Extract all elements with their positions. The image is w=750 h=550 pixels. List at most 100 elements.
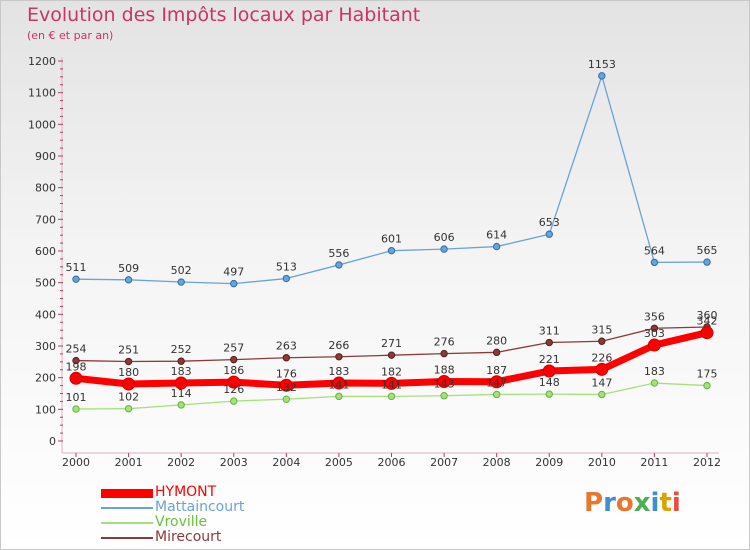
data-point-vroville [598, 390, 606, 399]
data-label-mattaincourt: 653 [539, 216, 560, 229]
data-point-hymont [700, 326, 714, 340]
x-tick-label: 2004 [272, 456, 300, 469]
data-point-mirecourt [72, 356, 80, 365]
y-tick-label: 600 [35, 245, 56, 258]
y-tick-label: 500 [35, 277, 56, 290]
data-point-mattaincourt [335, 261, 343, 269]
y-tick-label: 300 [35, 340, 56, 353]
x-tick-label: 2003 [220, 456, 248, 469]
data-point-vroville [124, 405, 133, 413]
data-point-vroville [703, 381, 711, 390]
data-label-hymont: 221 [539, 353, 560, 366]
data-label-hymont: 342 [697, 315, 718, 328]
data-label-vroville: 175 [697, 368, 718, 381]
data-point-hymont [332, 376, 346, 390]
data-point-vroville [282, 395, 291, 403]
data-label-hymont: 186 [223, 364, 244, 377]
data-label-mirecourt: 251 [118, 344, 139, 357]
y-tick-label: 1100 [28, 87, 56, 100]
data-label-vroville: 148 [539, 376, 560, 389]
data-label-mattaincourt: 606 [434, 231, 455, 244]
data-point-mirecourt [335, 353, 343, 361]
data-point-mirecourt [230, 355, 238, 364]
data-label-mirecourt: 263 [276, 340, 297, 353]
data-label-vroville: 183 [644, 365, 665, 378]
data-point-mirecourt [282, 354, 291, 362]
data-point-mattaincourt [387, 246, 396, 255]
x-tick-label: 2000 [62, 456, 90, 469]
data-label-hymont: 183 [328, 365, 349, 378]
data-point-vroville [650, 379, 659, 387]
data-point-mattaincourt [650, 258, 659, 267]
data-point-mirecourt [124, 357, 133, 366]
data-point-mirecourt [177, 357, 185, 365]
data-label-vroville: 143 [434, 378, 455, 391]
data-point-vroville [335, 392, 343, 401]
legend-label: HYMONT [155, 484, 217, 500]
data-label-hymont: 198 [66, 360, 87, 373]
data-point-hymont [227, 375, 241, 389]
y-tick-label: 1200 [28, 55, 56, 68]
data-point-vroville [440, 392, 448, 400]
data-label-mattaincourt: 497 [223, 266, 244, 279]
data-label-hymont: 303 [644, 327, 665, 340]
data-label-mattaincourt: 601 [381, 233, 402, 246]
data-point-mattaincourt [598, 72, 606, 80]
data-point-mirecourt [387, 351, 396, 359]
data-point-vroville [230, 397, 238, 405]
data-point-mattaincourt [492, 242, 501, 251]
legend-label: Vroville [155, 514, 208, 530]
data-point-vroville [387, 392, 396, 401]
data-label-mirecourt: 266 [328, 339, 349, 352]
x-tick-label: 2012 [693, 456, 721, 469]
data-point-mirecourt [650, 324, 659, 332]
data-point-hymont [174, 376, 188, 390]
data-point-mattaincourt [703, 258, 711, 266]
data-label-mattaincourt: 1153 [588, 58, 616, 71]
data-label-mirecourt: 254 [66, 343, 87, 356]
x-tick-label: 2001 [115, 456, 143, 469]
data-label-hymont: 180 [118, 366, 139, 379]
data-point-mattaincourt [177, 278, 185, 286]
data-label-mirecourt: 276 [434, 336, 455, 349]
data-label-mattaincourt: 614 [486, 229, 507, 242]
data-label-mirecourt: 356 [644, 310, 665, 323]
legend-swatch [101, 488, 153, 498]
data-label-vroville: 114 [171, 387, 192, 400]
data-point-vroville [545, 390, 553, 398]
data-point-mattaincourt [282, 274, 291, 283]
data-point-mirecourt [598, 337, 606, 345]
data-label-hymont: 176 [276, 367, 297, 380]
data-label-mirecourt: 280 [486, 334, 507, 347]
data-point-mirecourt [440, 349, 448, 358]
x-tick-label: 2008 [483, 456, 511, 469]
data-label-mirecourt: 360 [697, 309, 718, 322]
data-point-mattaincourt [230, 279, 238, 288]
data-point-vroville [492, 390, 501, 399]
data-label-vroville: 141 [328, 378, 349, 391]
data-label-vroville: 147 [591, 376, 612, 389]
legend-swatch [101, 507, 153, 509]
data-label-hymont: 187 [486, 364, 507, 377]
data-label-vroville: 147 [486, 376, 507, 389]
data-label-mirecourt: 315 [591, 323, 612, 336]
data-point-mattaincourt [124, 276, 133, 284]
x-tick-label: 2009 [535, 456, 563, 469]
y-tick-label: 900 [35, 150, 56, 163]
data-label-mattaincourt: 502 [171, 264, 192, 277]
data-label-hymont: 226 [591, 351, 612, 364]
data-label-vroville: 126 [223, 383, 244, 396]
data-point-hymont [279, 378, 293, 392]
y-tick-label: 400 [35, 308, 56, 321]
data-point-hymont [647, 338, 661, 352]
data-point-mattaincourt [545, 230, 553, 238]
y-tick-label: 1000 [28, 118, 56, 131]
data-point-hymont [122, 377, 136, 391]
data-point-mirecourt [492, 348, 501, 357]
legend-swatch [101, 522, 153, 524]
x-tick-label: 2002 [167, 456, 195, 469]
data-point-hymont [542, 364, 556, 378]
y-tick-label: 100 [35, 403, 56, 416]
